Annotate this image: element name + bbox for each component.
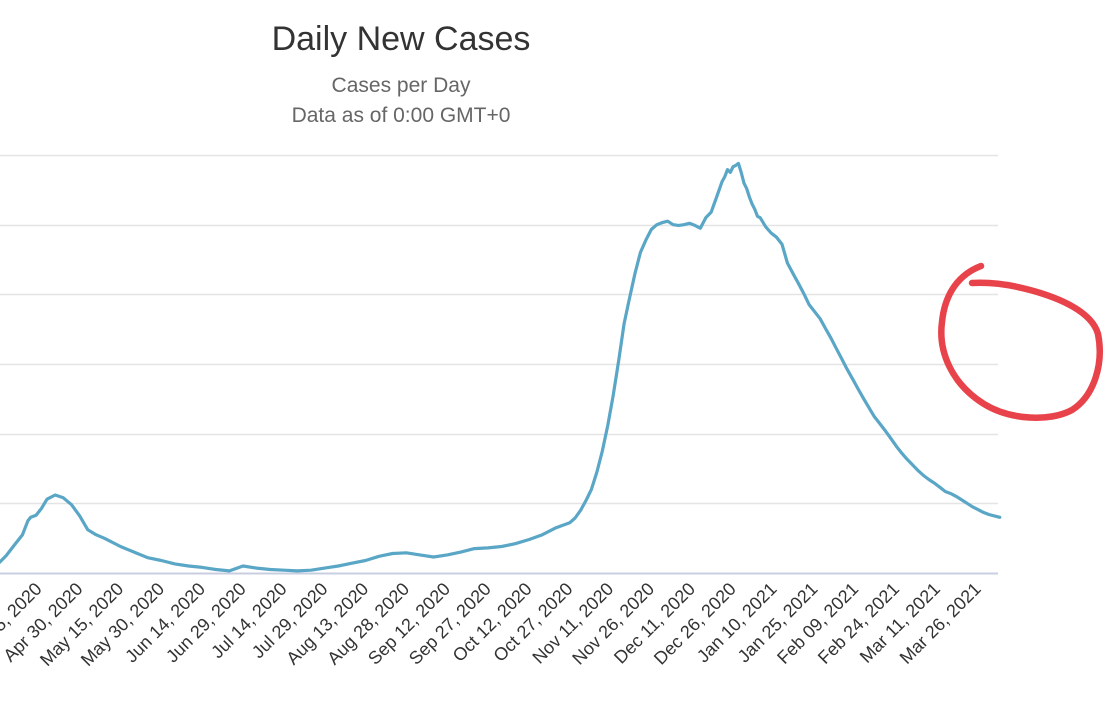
chart-note: Data as of 0:00 GMT+0 [291, 104, 511, 127]
annotation-circle [938, 262, 1103, 421]
grid-lines [0, 154, 998, 575]
series-layer [0, 161, 1002, 573]
chart-subtitle: Cases per Day [331, 74, 471, 97]
annotation-layer [938, 262, 1103, 421]
series-line [0, 161, 1002, 573]
chart-title: Daily New Cases [271, 20, 531, 58]
